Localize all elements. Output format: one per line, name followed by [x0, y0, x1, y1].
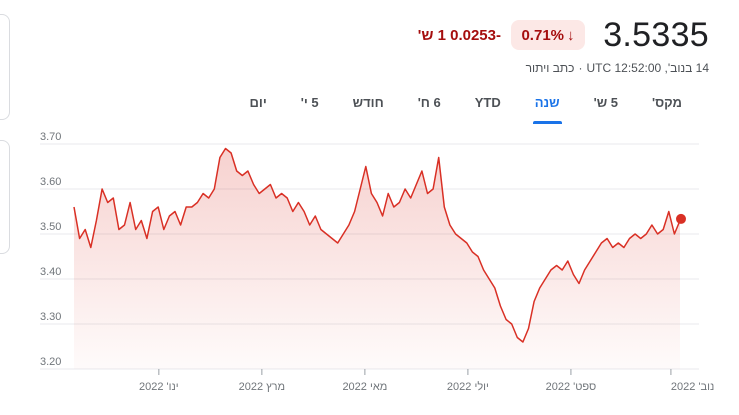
- y-tick-label: 3.50: [40, 221, 61, 233]
- range-tab[interactable]: יום: [249, 95, 267, 110]
- y-tick-label: 3.60: [40, 176, 61, 188]
- y-tick-label: 3.40: [40, 266, 61, 278]
- meta-separator: ·: [578, 61, 583, 75]
- range-tab[interactable]: שנה: [518, 94, 577, 124]
- arrow-down-icon: ↓: [567, 26, 575, 44]
- chart-area-fill: [74, 148, 680, 369]
- x-tick-label: מאי 2022: [342, 381, 387, 393]
- range-tab[interactable]: מקס': [652, 95, 682, 110]
- quote-timestamp: 14 בנוב', UTC 12:52:00: [586, 61, 709, 75]
- previous-card-edge: [0, 14, 10, 120]
- y-tick-label: 3.30: [40, 311, 61, 323]
- change-percent-badge: 0.71% ↓: [511, 20, 585, 50]
- quote-meta: 14 בנוב', UTC 12:52:00·כתב ויתור: [526, 61, 709, 75]
- x-tick-label: יולי 2022: [447, 380, 489, 393]
- disclaimer-link[interactable]: כתב ויתור: [525, 61, 575, 75]
- range-tab[interactable]: 6 ח': [417, 95, 441, 110]
- current-price: 3.5335: [603, 16, 709, 54]
- change-percent: 0.71%: [521, 26, 565, 44]
- y-tick-label: 3.70: [40, 131, 61, 143]
- range-tab[interactable]: 5 י': [300, 95, 319, 110]
- chart-price-line: [73, 147, 681, 343]
- range-tab[interactable]: 5 ש': [593, 95, 619, 110]
- y-tick-label: 3.20: [40, 356, 61, 368]
- range-tab[interactable]: חודש: [352, 95, 384, 110]
- x-tick-label: מרץ 2022: [239, 381, 286, 393]
- range-tab[interactable]: YTD: [474, 95, 501, 110]
- chart-last-point: [676, 213, 686, 224]
- change-absolute: -0.0253 1 ש': [417, 27, 501, 44]
- x-tick-label: ספט' 2022: [546, 381, 597, 393]
- range-tabs: יום 5 י' חודש 6 ח' YTD שנה 5 ש' מקס': [233, 94, 699, 124]
- price-chart[interactable]: 3.70 3.60 3.50 3.40 3.30 3.20 ינו' 2022 מרץ 20…: [0, 126, 739, 415]
- x-tick-label: ינו' 2022: [139, 381, 179, 393]
- x-tick-label: נוב' 2022: [671, 381, 714, 393]
